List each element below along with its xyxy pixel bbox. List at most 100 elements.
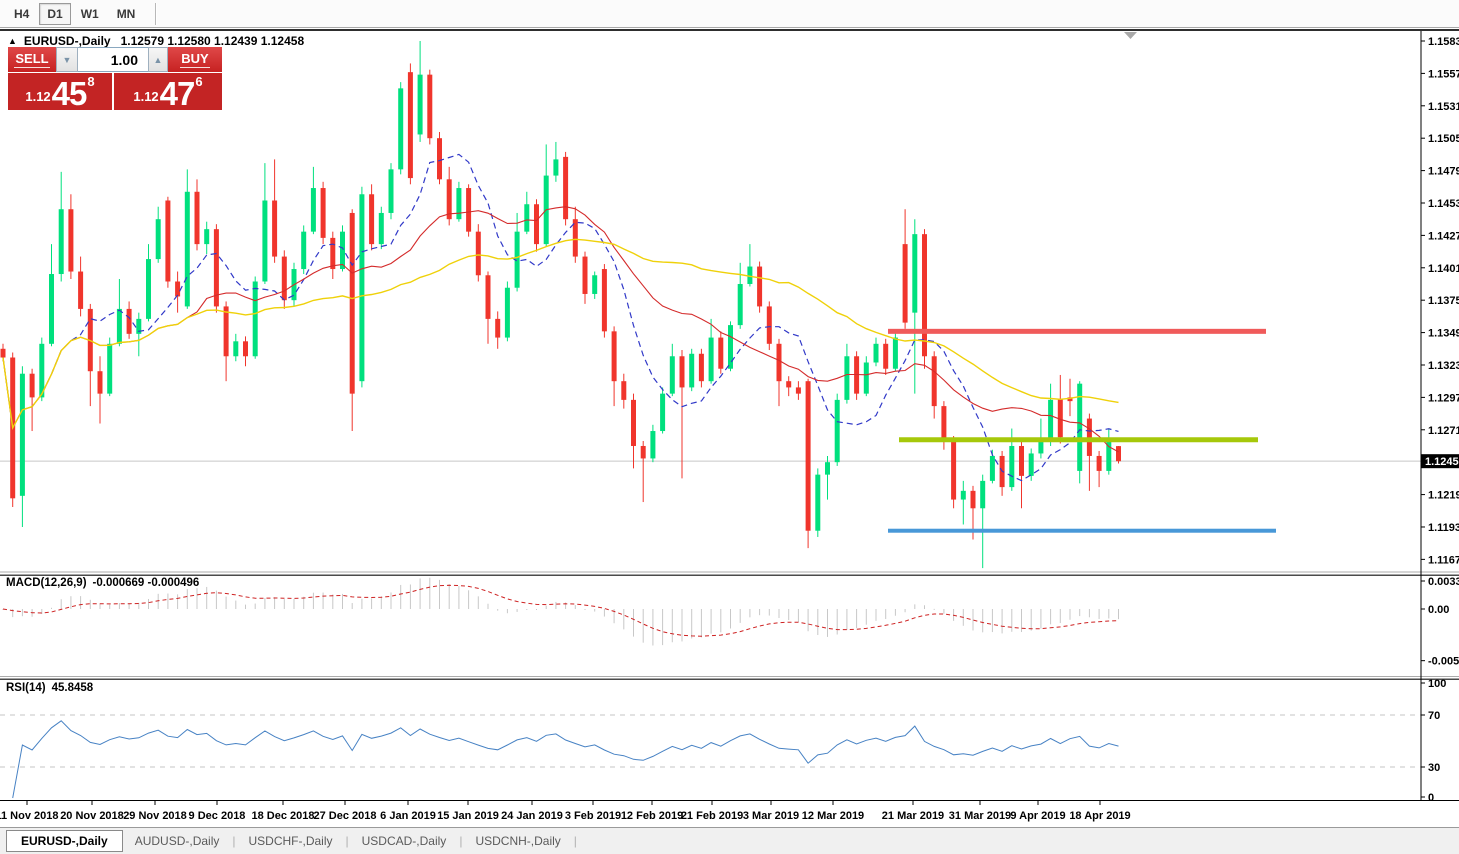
macd-histogram-bar (332, 594, 334, 609)
macd-histogram-bar (225, 596, 227, 609)
price-axis-label: 1.14270 (1428, 230, 1459, 242)
candle-body (39, 343, 45, 398)
chart-shift-marker-icon[interactable] (1124, 32, 1137, 39)
macd-histogram-bar (885, 609, 887, 620)
candle-body (252, 281, 258, 357)
macd-histogram-bar (807, 609, 809, 632)
macd-histogram-bar (99, 604, 101, 609)
candle-body (572, 219, 578, 257)
candle-body (873, 343, 879, 363)
sell-button[interactable]: SELL (8, 47, 56, 72)
time-axis[interactable]: 11 Nov 2018 20 Nov 2018 29 Nov 2018 9 Dec 2… (0, 800, 1131, 822)
macd-histogram-bar (1088, 609, 1090, 618)
timeframe-button-mn[interactable]: MN (116, 6, 136, 21)
candle-body (844, 356, 850, 400)
timeframe-button-w1[interactable]: W1 (80, 6, 99, 21)
macd-histogram-bar (380, 596, 382, 609)
time-axis-label: 9 Dec 2018 (189, 810, 246, 822)
macd-histogram-bar (371, 598, 373, 609)
timeframe-button-h4[interactable]: H4 (14, 6, 30, 21)
macd-histogram-bar (691, 609, 693, 639)
macd-histogram-bar (215, 590, 217, 609)
macd-histogram-bar (409, 584, 411, 609)
macd-histogram-bar (730, 609, 731, 629)
price-axis-label: 1.12710 (1428, 425, 1459, 437)
macd-histogram-bar (1059, 609, 1061, 624)
candle-body (1048, 399, 1054, 441)
candle-body (19, 373, 25, 496)
candle-body (49, 274, 54, 344)
hline-resistance-red[interactable] (888, 328, 1266, 334)
splitter[interactable] (0, 678, 1459, 681)
volume-decrease-button[interactable]: ▼ (56, 47, 78, 72)
hline-support-blue[interactable] (888, 528, 1276, 533)
candle-body (553, 159, 559, 176)
candle-body (980, 480, 986, 509)
macd-histogram-bar (933, 608, 935, 610)
volume-input[interactable] (78, 47, 148, 72)
hline-pivot-olive[interactable] (899, 437, 1258, 443)
macd-histogram-bar (759, 609, 761, 616)
time-axis-label: 27 Dec 2018 (314, 810, 377, 822)
splitter[interactable] (0, 574, 1459, 577)
candle-body (310, 188, 316, 232)
macd-histogram-bar (400, 584, 402, 609)
macd-histogram-bar (778, 609, 780, 618)
candle-body (281, 256, 287, 301)
macd-histogram-bar (846, 609, 848, 630)
candle-body (795, 387, 801, 394)
tab-audusd[interactable]: AUDUSD-,Daily (134, 834, 220, 848)
macd-histogram-bar (157, 593, 159, 609)
candle-body (330, 237, 336, 270)
volume-increase-button[interactable]: ▲ (148, 47, 168, 72)
macd-histogram-bar (545, 605, 547, 609)
candle-body (592, 275, 598, 294)
macd-histogram-bar (633, 609, 634, 637)
tab-usdcnh[interactable]: USDCNH-,Daily (475, 834, 561, 848)
price-axis-label: 1.13490 (1428, 328, 1459, 340)
splitter[interactable] (0, 571, 1459, 573)
timeframe-toolbar: H4 D1 W1 MN (0, 0, 1459, 28)
splitter[interactable] (0, 676, 1459, 677)
ask-price-display[interactable]: 1.12 47 6 (114, 73, 222, 110)
bid-price-display[interactable]: 1.12 45 8 (8, 73, 112, 110)
candle-body (960, 490, 966, 500)
time-axis-label: 6 Jan 2019 (380, 810, 436, 822)
macd-panel (2, 577, 1119, 646)
chart-expand-icon[interactable]: ▲ (8, 36, 17, 46)
price-axis-label: 1.14010 (1428, 263, 1459, 275)
macd-histogram-bar (710, 609, 712, 634)
macd-histogram-bar (1118, 609, 1119, 620)
candle-body (766, 306, 772, 344)
candle-body (0, 348, 6, 358)
macd-histogram-bar (60, 599, 62, 609)
buy-button[interactable]: BUY (168, 47, 222, 72)
candle-body (243, 341, 248, 357)
price-axis[interactable]: 1.15830 1.15570 1.15310 1.15050 1.14790 1.145… (0, 31, 1459, 804)
macd-histogram-bar (788, 609, 790, 621)
macd-histogram-bar (429, 577, 431, 609)
macd-histogram-bar (739, 609, 741, 623)
candle-body (728, 325, 733, 369)
macd-histogram-bar (468, 590, 470, 609)
tab-eurusd[interactable]: EURUSD-,Daily (6, 830, 123, 852)
price-axis-label: 1.14530 (1428, 198, 1459, 210)
timeframe-button-d1[interactable]: D1 (39, 2, 71, 25)
rsi-axis-label: 70 (1428, 710, 1440, 722)
macd-histogram-bar (623, 609, 625, 630)
candle-body (388, 169, 394, 213)
candle-body (475, 231, 481, 276)
macd-histogram-bar (293, 598, 295, 609)
time-axis-label: 3 Mar 2019 (743, 810, 799, 822)
candle-body (892, 337, 898, 369)
candle-body (757, 266, 763, 307)
candle-body (815, 474, 821, 531)
macd-histogram-bar (652, 609, 654, 646)
tab-usdchf[interactable]: USDCHF-,Daily (248, 834, 333, 848)
candle-body (485, 275, 491, 319)
tab-usdcad[interactable]: USDCAD-,Daily (361, 834, 447, 848)
macd-histogram-bar (312, 592, 314, 609)
